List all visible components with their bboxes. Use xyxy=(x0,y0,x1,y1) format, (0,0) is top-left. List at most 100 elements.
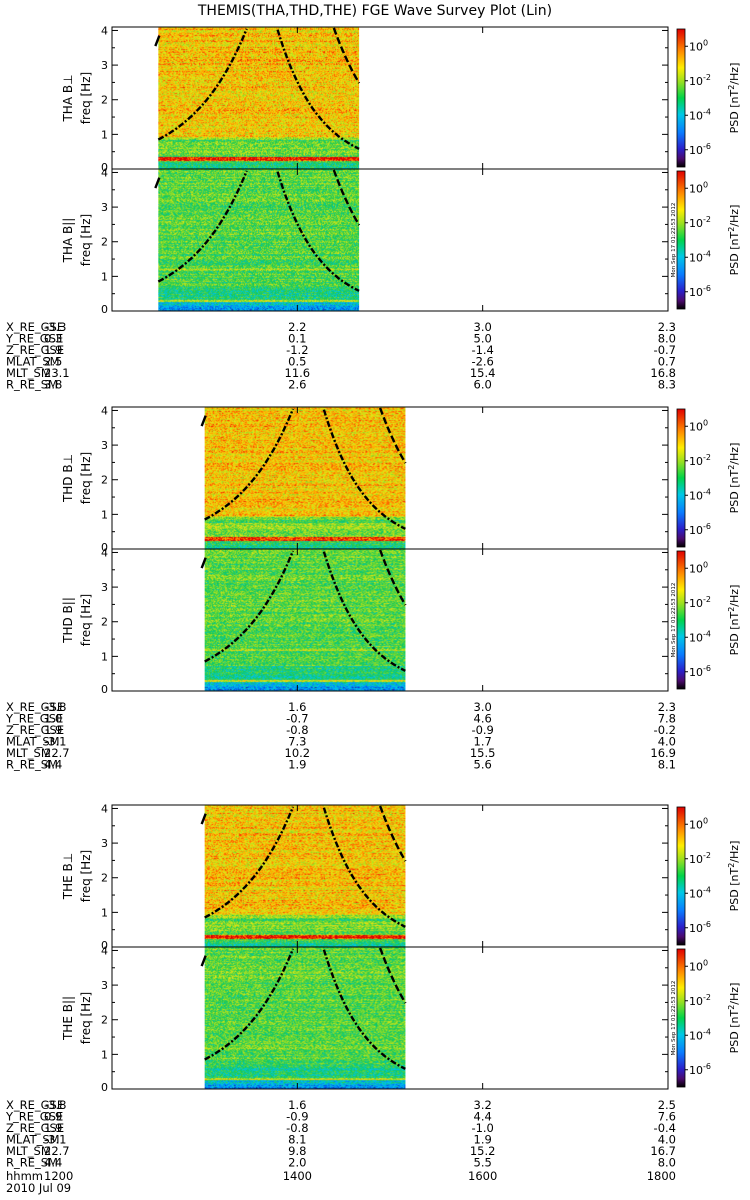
y-tick-label: 0 xyxy=(101,541,108,554)
orbit-value: 6.0 xyxy=(474,378,492,392)
gyrofrequency-curve xyxy=(322,551,406,672)
orbit-value: 1.6 xyxy=(288,1098,306,1112)
orbit-value: 8.1 xyxy=(658,758,676,772)
y-tick-label: 4 xyxy=(101,546,108,559)
gyrofrequency-curve xyxy=(332,169,361,226)
orbit-value: -0.8 xyxy=(286,723,308,737)
x-tick-label: 1600 xyxy=(468,1169,497,1183)
orbit-row-name: R_RE_SM xyxy=(6,1156,58,1170)
orbit-value: 10.2 xyxy=(285,746,311,760)
orbit-value: 11.6 xyxy=(285,366,311,380)
orbit-row-name: R_RE_SM xyxy=(6,758,58,772)
colorbar-tick-label: 10-2 xyxy=(689,73,711,88)
orbit-value: -1.4 xyxy=(471,343,493,357)
orbit-value: 3.2 xyxy=(474,1098,492,1112)
y-tick-label: 1 xyxy=(101,1048,108,1061)
orbit-row-name: X_RE_GSE xyxy=(6,700,64,714)
gyrofrequency-curve xyxy=(378,549,407,606)
colorbar: 100 10-2 10-4 10-6 PSD [nT2/Hz] xyxy=(676,408,741,548)
orbit-value: 5.0 xyxy=(474,332,492,346)
orbit-value: 1.0 xyxy=(44,712,62,726)
orbit-row-name: Y_RE_GSE xyxy=(5,332,63,346)
colorbar-tick-label: 100 xyxy=(689,560,708,575)
orbit-value: 3.0 xyxy=(474,700,492,714)
y-tick-label: 4 xyxy=(101,404,108,417)
orbit-value: 1.9 xyxy=(44,343,62,357)
gyrofrequency-curve xyxy=(157,28,248,141)
orbit-value: 2.6 xyxy=(288,378,306,392)
spectrogram-panel-the-perp: 0 1 2 3 4 freq [Hz] THE B⊥ 100 10-2 10-4 10-6 PSD [… xyxy=(61,802,741,952)
gyrofrequency-curve xyxy=(322,807,406,928)
orbit-value: 0.9 xyxy=(44,1110,62,1124)
orbit-row-name: MLAT_SM xyxy=(6,1133,60,1147)
orbit-value: -0.2 xyxy=(654,723,676,737)
orbit-row-name: Z_RE_GSE xyxy=(6,723,64,737)
orbit-value: 1.6 xyxy=(288,700,306,714)
freq-axis-label: freq [Hz] xyxy=(79,452,93,504)
orbit-row-name: Z_RE_GSE xyxy=(6,343,64,357)
orbit-value: -3.8 xyxy=(44,700,66,714)
x-axis: hhmm 1200 1400 1600 1800 2010 Jul 09 xyxy=(6,1169,676,1195)
orbit-value: 2.5 xyxy=(44,355,62,369)
gyrofrequency-curve xyxy=(157,170,248,283)
orbit-value: -0.4 xyxy=(654,1121,676,1135)
colorbar: 100 10-2 10-4 10-6 PSD [nT2/Hz] xyxy=(676,806,741,946)
gyrofrequency-curve xyxy=(332,27,361,84)
colorbar: 100 10-2 10-4 10-6 PSD [nT2/Hz] xyxy=(676,550,741,690)
spectrogram-image xyxy=(204,805,406,947)
orbit-value: 22.7 xyxy=(44,1144,70,1158)
gyrofrequency-curve xyxy=(322,949,406,1070)
y-tick-label: 1 xyxy=(101,128,108,141)
orbit-value: -1.2 xyxy=(286,343,308,357)
orbit-value: 2.3 xyxy=(658,700,676,714)
colorbar-tick-label: 100 xyxy=(689,418,708,433)
orbit-value: -3.1 xyxy=(44,735,66,749)
colorbar: 100 10-2 10-4 10-6 PSD [nT2/Hz] xyxy=(676,28,741,168)
y-tick-label: 1 xyxy=(101,270,108,283)
orbit-row-name: Z_RE_GSE xyxy=(6,1121,64,1135)
gyrofrequency-curve xyxy=(322,409,406,530)
spectrogram-image xyxy=(204,947,406,1089)
spectrogram-image xyxy=(204,549,406,691)
y-tick-label: 4 xyxy=(101,166,108,179)
gyrofrequency-curve xyxy=(276,29,360,150)
panel-label: THD B⊥ xyxy=(61,454,75,503)
colorbar-gradient xyxy=(676,170,686,310)
colorbar: 100 10-2 10-4 10-6 PSD [nT2/Hz] xyxy=(676,948,741,1088)
spectrogram-panel-the-par: 0 1 2 3 4 freq [Hz] THE B|| 100 10-2 10-4 10-6 PSD … xyxy=(61,944,741,1094)
gyrofrequency-curve xyxy=(204,948,295,1061)
gyrofrequency-curve xyxy=(204,550,295,663)
orbit-value: 8.3 xyxy=(658,378,676,392)
y-tick-label: 0 xyxy=(101,939,108,952)
y-tick-label: 2 xyxy=(101,236,108,249)
orbit-value: 23.1 xyxy=(44,366,70,380)
colorbar-gradient xyxy=(676,948,686,1088)
gyrofrequency-curve xyxy=(378,805,407,862)
gyrofrequency-curve xyxy=(200,813,207,825)
orbit-value: -0.7 xyxy=(286,712,308,726)
gyrofrequency-curve xyxy=(378,947,407,1004)
freq-axis-label: freq [Hz] xyxy=(79,72,93,124)
colorbar-tick-label: 100 xyxy=(689,180,708,195)
colorbar-label: PSD [nT2/Hz] xyxy=(727,205,741,276)
colorbar-tick-label: 10-4 xyxy=(689,107,711,122)
orbit-value: -0.9 xyxy=(286,1110,308,1124)
orbit-value: 0.3 xyxy=(44,332,62,346)
colorbar: 100 10-2 10-4 10-6 PSD [nT2/Hz] xyxy=(676,170,741,310)
orbit-value: 0.7 xyxy=(658,355,676,369)
colorbar-tick-label: 10-6 xyxy=(689,522,711,537)
orbit-value: -0.9 xyxy=(471,723,493,737)
orbit-value: 7.3 xyxy=(288,735,306,749)
y-tick-label: 3 xyxy=(101,979,108,992)
orbit-value: 4.0 xyxy=(658,735,676,749)
orbit-value: 16.7 xyxy=(650,1144,676,1158)
freq-axis-label: freq [Hz] xyxy=(79,214,93,266)
y-tick-label: 4 xyxy=(101,802,108,815)
colorbar-gradient xyxy=(676,550,686,690)
orbit-value: 0.5 xyxy=(288,355,306,369)
colorbar-tick-label: 10-6 xyxy=(689,142,711,157)
